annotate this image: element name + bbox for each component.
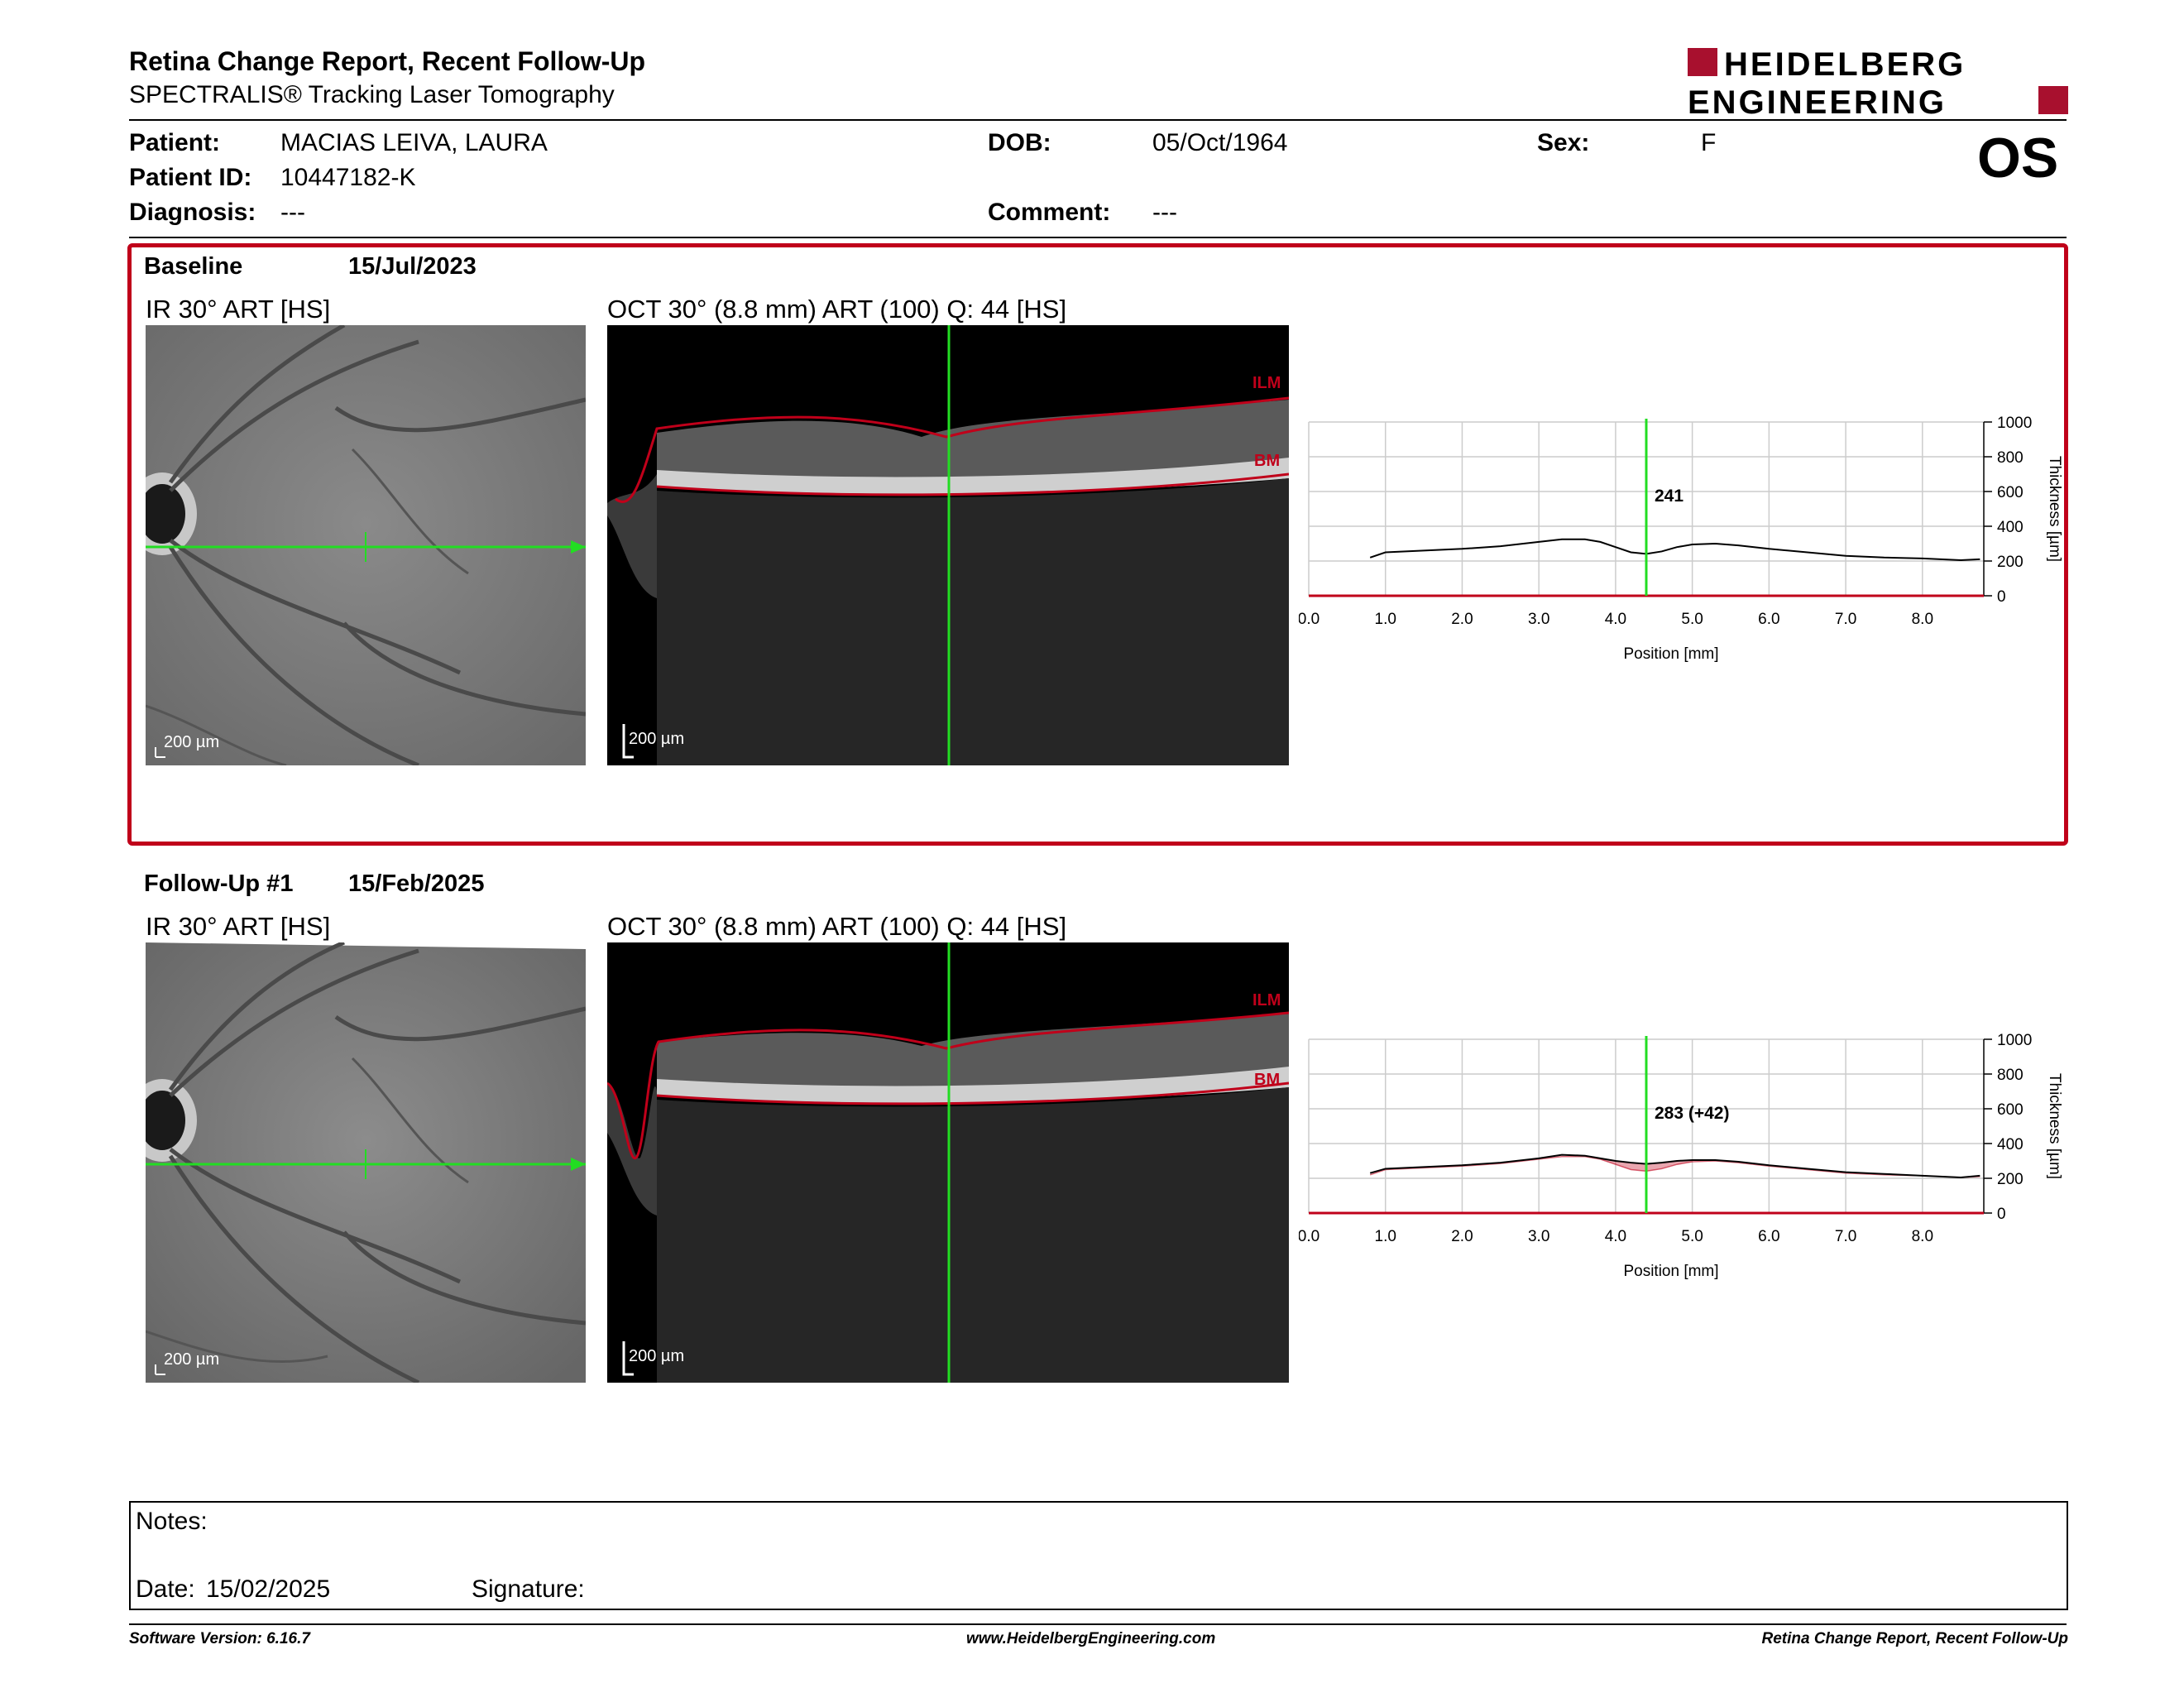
x-tick-label: 6.0 [1758, 611, 1779, 628]
x-tick-label: 1.0 [1375, 1228, 1396, 1245]
y-tick-label: 0 [1997, 588, 2006, 606]
followup-ir-fundus-image[interactable]: 200 µm [146, 942, 586, 1383]
patient-id-value: 10447182-K [280, 164, 416, 191]
followup-ilm-line [607, 1011, 1289, 1160]
baseline-date: 15/Jul/2023 [348, 253, 477, 280]
y-tick-label: 400 [1997, 1136, 2024, 1153]
baseline-label: Baseline [144, 253, 243, 280]
notes-signature-label: Signature: [472, 1575, 585, 1603]
x-axis-title: Position [mm] [1623, 1263, 1718, 1280]
y-axis-title: Thickness [µm] [2046, 1073, 2063, 1179]
baseline-ilm-label: ILM [1252, 374, 1281, 392]
baseline-bm-label: BM [1254, 452, 1280, 470]
dob-label: DOB: [988, 129, 1051, 156]
x-axis-title: Position [mm] [1623, 645, 1718, 663]
baseline-thickness-chart: 0 200 400 600 800 1000 0.0 1.0 2.0 3.0 4.0 5.0 6.0 7.… [1299, 415, 2063, 663]
x-tick-label: 0.0 [1299, 1228, 1320, 1245]
notes-box[interactable] [129, 1501, 2068, 1610]
header-rule [129, 119, 2067, 121]
baseline-oct-scale: 200 µm [629, 730, 684, 748]
patient-rule [129, 237, 2067, 238]
x-tick-label: 4.0 [1605, 611, 1626, 628]
footer-software-version: Software Version: 6.16.7 [129, 1630, 310, 1647]
followup-ir-title: IR 30° ART [HS] [146, 912, 331, 941]
sex-value: F [1701, 129, 1717, 156]
x-tick-label: 8.0 [1912, 611, 1933, 628]
y-axis-title: Thickness [µm] [2046, 456, 2063, 562]
x-tick-label: 2.0 [1451, 1228, 1473, 1245]
y-tick-label: 200 [1997, 1171, 2024, 1188]
cursor-value-label: 241 [1655, 487, 1684, 506]
report-subtitle: SPECTRALIS® Tracking Laser Tomography [129, 81, 615, 108]
notes-date-label: Date: [136, 1575, 195, 1603]
x-tick-label: 7.0 [1835, 1228, 1856, 1245]
notes-date-value: 15/02/2025 [206, 1575, 331, 1603]
y-tick-label: 1000 [1997, 1032, 2032, 1049]
dob-value: 05/Oct/1964 [1152, 129, 1288, 156]
x-tick-label: 4.0 [1605, 1228, 1626, 1245]
x-tick-label: 6.0 [1758, 1228, 1779, 1245]
logo-text-line1: HEIDELBERG [1724, 46, 1966, 83]
y-tick-label: 800 [1997, 449, 2024, 467]
report-title: Retina Change Report, Recent Follow-Up [129, 46, 646, 76]
y-tick-label: 600 [1997, 1101, 2024, 1119]
notes-label: Notes: [136, 1508, 208, 1535]
x-tick-label: 3.0 [1528, 1228, 1549, 1245]
baseline-ir-scale: 200 µm [164, 733, 219, 751]
x-tick-label: 2.0 [1451, 611, 1473, 628]
baseline-reference-line [1369, 1156, 1980, 1178]
y-tick-label: 0 [1997, 1206, 2006, 1223]
y-tick-label: 400 [1997, 519, 2024, 536]
logo-text-line2: ENGINEERING [1688, 84, 1947, 117]
followup-thickness-chart: 0 200 400 600 800 1000 0.0 1.0 2.0 3.0 4.0 5.0 6.0 7.… [1299, 1032, 2063, 1280]
eye-indicator: OS [1977, 127, 2059, 189]
x-tick-label: 5.0 [1681, 611, 1703, 628]
baseline-ilm-line [615, 396, 1289, 503]
baseline-bm-line [656, 472, 1289, 496]
patient-id-label: Patient ID: [129, 164, 252, 191]
x-tick-label: 3.0 [1528, 611, 1549, 628]
x-tick-label: 5.0 [1681, 1228, 1703, 1245]
followup-oct-title: OCT 30° (8.8 mm) ART (100) Q: 44 [HS] [607, 912, 1067, 941]
baseline-ir-fundus-image[interactable]: 200 µm [146, 325, 586, 765]
comment-label: Comment: [988, 199, 1111, 226]
baseline-oct-bscan-image[interactable]: ILM BM 200 µm [607, 325, 1289, 765]
baseline-oct-title: OCT 30° (8.8 mm) ART (100) Q: 44 [HS] [607, 295, 1067, 324]
followup-ilm-label: ILM [1252, 991, 1281, 1009]
diagnosis-value: --- [280, 199, 305, 226]
footer-report-name: Retina Change Report, Recent Follow-Up [1761, 1630, 2068, 1647]
followup-date: 15/Feb/2025 [348, 870, 485, 897]
thickness-series-line [1369, 1153, 1980, 1178]
patient-name: MACIAS LEIVA, LAURA [280, 129, 548, 156]
x-tick-label: 0.0 [1299, 611, 1320, 628]
followup-oct-bscan-image[interactable]: ILM BM 200 µm [607, 942, 1289, 1383]
sex-label: Sex: [1537, 129, 1590, 156]
y-tick-label: 200 [1997, 554, 2024, 571]
followup-ir-scale: 200 µm [164, 1350, 219, 1369]
followup-bm-line [656, 1081, 1289, 1105]
y-tick-label: 1000 [1997, 415, 2032, 432]
comment-value: --- [1152, 199, 1177, 226]
heidelberg-logo: HEIDELBERG ENGINEERING [1688, 46, 2068, 117]
patient-label: Patient: [129, 129, 221, 156]
footer-rule [129, 1623, 2067, 1625]
thickness-series-line [1369, 538, 1980, 561]
footer-website[interactable]: www.HeidelbergEngineering.com [966, 1630, 1216, 1647]
x-tick-label: 1.0 [1375, 611, 1396, 628]
x-tick-label: 7.0 [1835, 611, 1856, 628]
baseline-ir-title: IR 30° ART [HS] [146, 295, 331, 324]
followup-bm-label: BM [1254, 1071, 1280, 1089]
y-tick-label: 600 [1997, 484, 2024, 501]
baseline-highlight-box [127, 243, 2068, 846]
x-tick-label: 8.0 [1912, 1228, 1933, 1245]
followup-oct-scale: 200 µm [629, 1347, 684, 1365]
followup-label: Follow-Up #1 [144, 870, 294, 897]
cursor-value-label: 283 (+42) [1655, 1104, 1729, 1123]
y-tick-label: 800 [1997, 1067, 2024, 1084]
diagnosis-label: Diagnosis: [129, 199, 256, 226]
